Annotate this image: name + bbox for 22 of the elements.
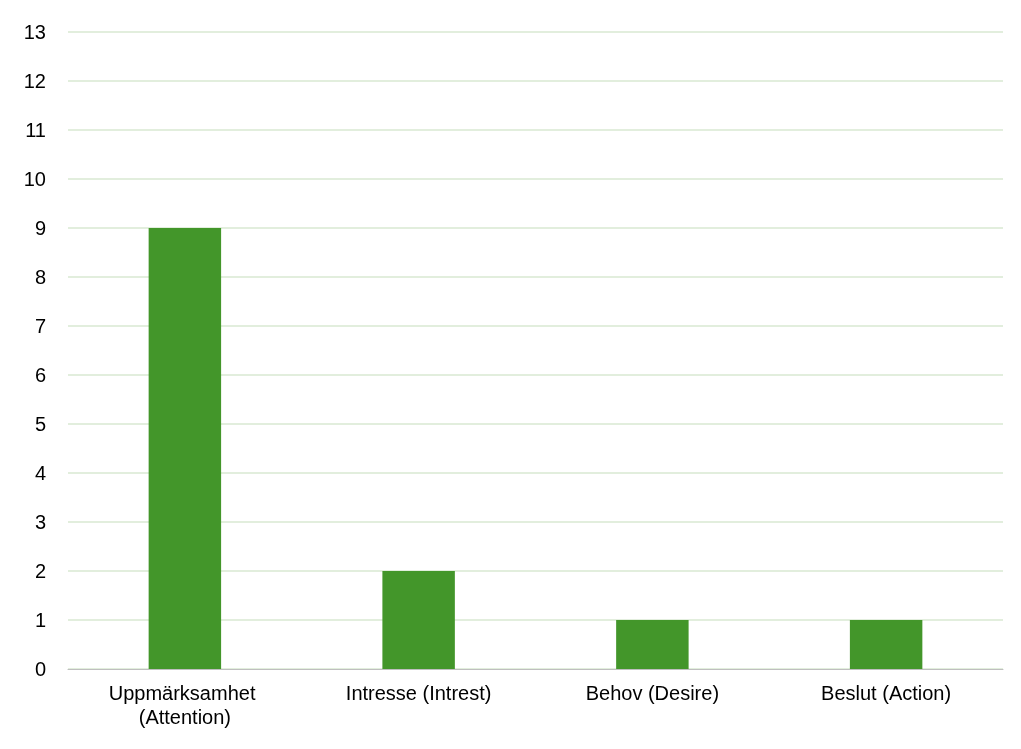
y-tick-label: 11 xyxy=(25,119,46,141)
bar xyxy=(616,620,689,669)
y-tick-label: 5 xyxy=(34,413,46,435)
y-tick-label: 6 xyxy=(34,364,46,386)
y-tick-label: 9 xyxy=(34,217,46,239)
bar xyxy=(849,620,923,669)
y-tick-label: 10 xyxy=(23,168,46,190)
x-tick-label: Intresse (Intrest) xyxy=(345,682,492,704)
y-tick-label: 7 xyxy=(34,315,46,337)
bar xyxy=(382,571,455,669)
y-tick-label: 13 xyxy=(23,21,46,43)
x-tick-label: Uppmärksamhet (Attention) xyxy=(108,682,262,728)
y-tick-label: 2 xyxy=(34,560,46,582)
y-tick-label: 3 xyxy=(34,511,46,533)
bar xyxy=(148,228,222,669)
y-tick-label: 12 xyxy=(23,70,46,92)
y-tick-label: 4 xyxy=(34,462,46,484)
x-tick-label: Beslut (Action) xyxy=(821,682,952,704)
y-tick-label: 0 xyxy=(34,658,46,680)
x-tick-label: Behov (Desire) xyxy=(585,682,720,704)
y-tick-label: 1 xyxy=(34,609,46,631)
y-tick-label: 8 xyxy=(34,266,46,288)
